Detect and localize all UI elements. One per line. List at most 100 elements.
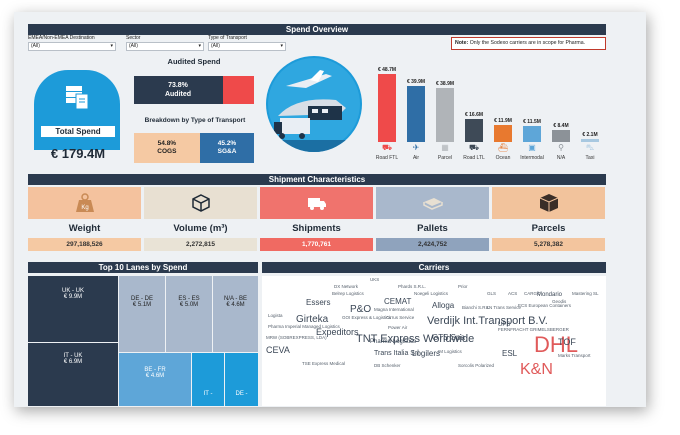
chart-bar[interactable]	[407, 86, 425, 142]
filter-transport[interactable]: Type of Transport (All) ▾	[208, 35, 286, 51]
carrier-word[interactable]: Phards S.R.L.	[398, 284, 427, 289]
lane-it-other[interactable]: IT -	[192, 353, 224, 406]
carrier-word[interactable]: Prior	[458, 284, 468, 289]
carrier-word[interactable]: Marks Transport	[558, 353, 591, 358]
carrier-word[interactable]: TNT Express Worldwide	[356, 333, 475, 345]
carrier-word[interactable]: Geodis	[552, 299, 567, 304]
page-title: Spend Overview	[28, 24, 606, 35]
lane-uk-uk[interactable]: UK - UK € 9.9M	[28, 276, 118, 342]
filter-sector-value: (All)	[129, 43, 138, 49]
kpi-label: Parcels	[531, 223, 566, 234]
carriers-word-cloud: UKS DX Network Phards S.R.L. Prior Noegeli L…	[262, 276, 606, 406]
carrier-word[interactable]: CEMAT	[384, 297, 412, 306]
breakdown-bar: 54.8% COGS 45.2% SG&A	[134, 133, 254, 163]
carrier-word[interactable]: Mondario	[537, 292, 563, 298]
chart-category-label: Air	[412, 155, 420, 161]
carrier-word[interactable]: Pharma Logistics	[370, 339, 417, 345]
chart-category-label: Parcel	[437, 155, 453, 161]
carrier-word[interactable]: Expeditors	[316, 327, 359, 337]
carrier-word[interactable]: FERNFRACHT GRIMELSBERGER	[498, 327, 569, 332]
kpi-card-icon-box	[260, 187, 373, 219]
carrier-word[interactable]: Sorcolis Polarized	[458, 363, 495, 368]
chart-bar[interactable]	[436, 88, 454, 142]
carrier-word[interactable]: K&N	[520, 361, 553, 378]
lane-it-other-name: IT -	[203, 391, 213, 397]
lane-de-other-name: DE -	[235, 391, 248, 397]
filter-destination-value: (All)	[31, 43, 40, 49]
lane-be-fr[interactable]: BE - FR € 4.6M	[119, 353, 191, 406]
carrier-word[interactable]: GTS Spa	[432, 333, 465, 342]
carrier-word[interactable]: IM Logistics	[438, 349, 462, 354]
carrier-word[interactable]: UKS	[370, 277, 380, 282]
kpi-value: 2,424,752	[376, 238, 489, 251]
chevron-down-icon: ▾	[110, 43, 113, 49]
lane-de-de[interactable]: DE - DE € 5.1M	[119, 276, 165, 352]
shipment-section-title: Shipment Characteristics	[28, 174, 606, 185]
carrier-word[interactable]: Power Air	[388, 325, 408, 330]
carrier-word[interactable]: TOF	[558, 337, 576, 347]
carrier-word[interactable]: ESL	[502, 349, 518, 358]
cogs-percent: 54.8%	[157, 140, 177, 147]
lane-de-other[interactable]: DE -	[225, 353, 258, 406]
lane-de-de-value: € 5.1M	[132, 302, 152, 308]
lane-uk-uk-name: UK - UK	[61, 288, 84, 294]
carrier-word[interactable]: KN Trans Service	[486, 305, 522, 310]
chart-bar[interactable]	[552, 130, 570, 142]
chart-data-label: € 39.9M	[406, 79, 426, 85]
chart-bar[interactable]	[581, 139, 599, 142]
scope-note-bold: Note:	[455, 40, 469, 46]
carrier-word[interactable]: Trans Italia Srl	[374, 350, 419, 357]
carrier-word[interactable]: Pharma Imperial Managed Logistics	[268, 324, 340, 329]
filter-sector-select[interactable]: (All) ▾	[126, 42, 204, 51]
carrier-word[interactable]: ACS	[508, 291, 518, 296]
carrier-word[interactable]: Girteka	[296, 314, 329, 325]
carrier-word[interactable]: Alloga	[432, 301, 455, 310]
plane-icon: ✈	[412, 143, 420, 152]
lane-it-uk[interactable]: IT - UK € 6.9M	[28, 343, 118, 406]
chart-plot-area: € 48.7M € 39.9M € 38.9M € 16.6M € 11.9M € 11.…	[374, 64, 610, 142]
chart-bar[interactable]	[494, 125, 512, 142]
chart-category-label: Intermodal	[520, 155, 544, 161]
chart-bar[interactable]	[523, 126, 541, 142]
carrier-word[interactable]: P&O	[350, 304, 372, 315]
carrier-word[interactable]: Noegeli Logistics	[414, 291, 449, 296]
carrier-word[interactable]: DX Network	[334, 284, 359, 289]
carrier-word[interactable]: Magna International	[374, 307, 414, 312]
carrier-word[interactable]: Logilers	[412, 349, 441, 358]
carrier-word[interactable]: GLS	[487, 291, 497, 296]
carrier-word[interactable]: Verdijk Int.Transport B.V.	[427, 315, 548, 327]
lane-es-es[interactable]: ES - ES € 5.0M	[166, 276, 212, 352]
carrier-word[interactable]: Essers	[306, 298, 331, 307]
carrier-word[interactable]: DHL	[534, 332, 579, 357]
car-icon: ⛍	[585, 143, 595, 152]
carrier-word[interactable]: MRW (SOBREXPRESS, LDA)	[266, 335, 327, 340]
carrier-word[interactable]: ECS European Containers	[518, 303, 572, 308]
kpi-card-icon-box	[144, 187, 257, 219]
carrier-word[interactable]: Logista	[268, 313, 283, 318]
carrier-word[interactable]: CEVA	[266, 345, 290, 355]
filter-sector[interactable]: Sector (All) ▾	[126, 35, 204, 51]
carrier-word[interactable]: Belrep Logistics	[332, 291, 364, 296]
carrier-word[interactable]: GOI Express & Logistics	[342, 315, 391, 320]
carrier-word[interactable]: UPS	[498, 322, 511, 328]
filter-destination[interactable]: EMEA/Non-EMEA Destination (All) ▾	[28, 35, 116, 51]
carrier-word[interactable]: DB Schenker	[374, 363, 401, 368]
carrier-word[interactable]: Bianchi S.R.L.	[462, 305, 491, 310]
chart-category-label: Road FTL	[375, 155, 399, 161]
lane-na-be[interactable]: N/A - BE € 4.6M	[213, 276, 258, 352]
total-spend-label-box: Total Spend	[40, 125, 116, 138]
chart-bar[interactable]	[378, 74, 396, 142]
filter-transport-select[interactable]: (All) ▾	[208, 42, 286, 51]
chart-data-label: € 11.5M	[523, 119, 541, 125]
carrier-word[interactable]: CARGO	[524, 291, 541, 296]
box-icon: ▦	[441, 143, 449, 152]
pallet-icon	[422, 192, 444, 214]
lane-na-be-value: € 4.6M	[226, 302, 245, 308]
filter-destination-select[interactable]: (All) ▾	[28, 42, 116, 51]
carrier-word[interactable]: Cirrus Service	[386, 315, 415, 320]
filter-sector-label: Sector	[126, 35, 141, 41]
chart-bar[interactable]	[465, 119, 483, 142]
kpi-label: Volume (m³)	[173, 223, 228, 234]
carrier-word[interactable]: Mastering SL	[572, 291, 599, 296]
carrier-word[interactable]: TSE Express Medical	[302, 361, 346, 366]
